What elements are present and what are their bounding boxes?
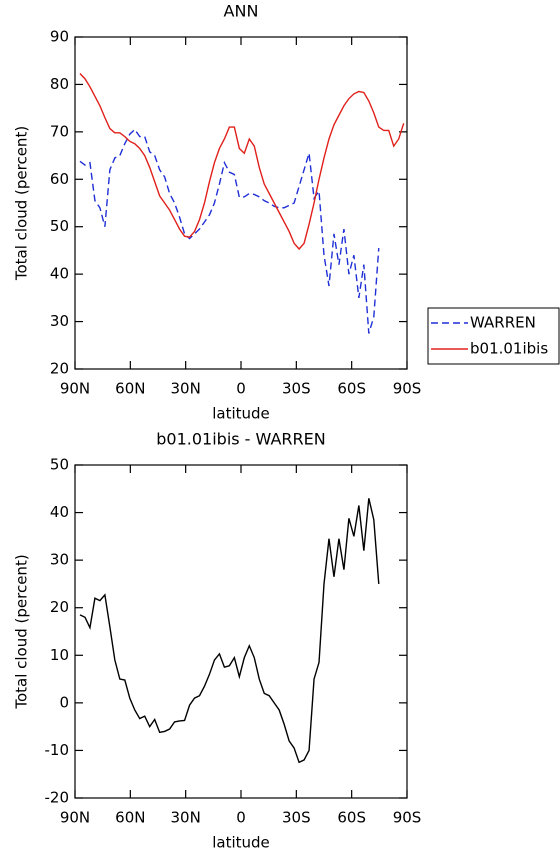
x-tick-label: 60S [337, 809, 366, 827]
plot-frame [74, 36, 408, 370]
y-tick-label: 60 [50, 170, 69, 188]
y-tick-label: 50 [50, 456, 69, 474]
x-tick-label: 90N [60, 380, 90, 398]
x-tick-label: 30S [282, 809, 311, 827]
x-tick-label: 0 [236, 380, 246, 398]
x-tick-label: 0 [236, 809, 246, 827]
y-tick-label: -20 [45, 789, 70, 807]
x-tick-label: 30N [171, 380, 201, 398]
y-tick-label: 40 [50, 265, 69, 283]
y-tick-label: 30 [50, 312, 69, 330]
data-line [79, 128, 380, 334]
x-tick-label: 90S [393, 380, 422, 398]
x-axis-label: latitude [212, 405, 270, 423]
x-tick-label: 90S [393, 809, 422, 827]
y-axis-label: Total cloud (percent) [13, 126, 31, 281]
legend-label: b01.01ibis [470, 340, 548, 358]
plot-frame [74, 464, 408, 799]
y-tick-label: 30 [50, 551, 69, 569]
x-tick-label: 30S [282, 380, 311, 398]
y-axis-label: Total cloud (percent) [13, 554, 31, 709]
y-tick-label: 70 [50, 122, 69, 140]
y-tick-label: 20 [50, 360, 69, 378]
y-tick-label: 50 [50, 217, 69, 235]
x-axis-label: latitude [212, 834, 270, 852]
data-line [79, 498, 380, 764]
x-tick-label: 60N [115, 809, 145, 827]
legend-label: WARREN [470, 314, 536, 332]
y-tick-label: 40 [50, 503, 69, 521]
y-tick-label: -10 [45, 741, 70, 759]
x-tick-label: 30N [171, 809, 201, 827]
y-tick-label: 10 [50, 646, 69, 664]
legend-box [427, 307, 560, 365]
data-line [79, 73, 405, 251]
y-tick-label: 20 [50, 598, 69, 616]
x-tick-label: 60S [337, 380, 366, 398]
x-tick-label: 90N [60, 809, 90, 827]
y-tick-label: 90 [50, 28, 69, 46]
chart-title: b01.01ibis - WARREN [156, 430, 326, 449]
chart-title: ANN [224, 2, 259, 21]
x-tick-label: 60N [115, 380, 145, 398]
y-tick-label: 80 [50, 75, 69, 93]
y-tick-label: 0 [59, 693, 69, 711]
